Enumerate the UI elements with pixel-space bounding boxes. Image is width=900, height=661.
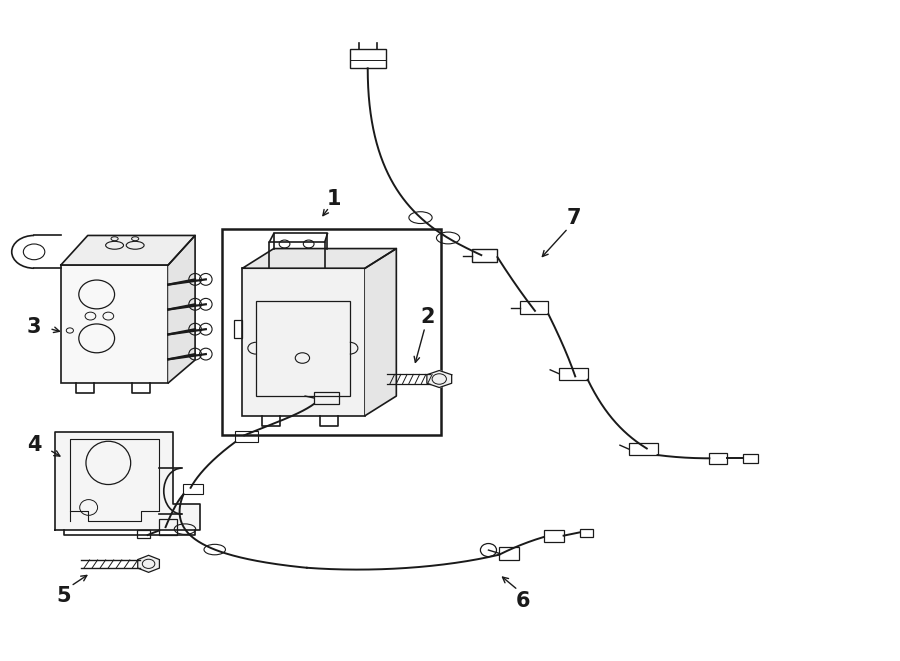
Polygon shape [61,235,195,265]
Bar [559,368,588,379]
Bar [544,529,563,541]
Bar [350,49,385,68]
Polygon shape [242,249,396,268]
Bar [520,301,548,314]
Text: 2: 2 [420,307,435,327]
Bar [222,229,441,436]
Text: 1: 1 [327,190,341,210]
Bar [61,265,168,383]
Bar [184,484,203,494]
Bar [629,444,658,455]
Bar [159,519,177,535]
Bar [256,301,350,396]
Polygon shape [138,555,159,572]
Bar [500,547,519,560]
Polygon shape [55,432,200,530]
Bar [314,392,339,404]
Text: 4: 4 [27,435,41,455]
Bar [233,320,242,338]
Bar [472,249,498,262]
Text: 7: 7 [566,208,580,228]
Bar [137,529,150,537]
Bar [580,529,593,537]
Text: 3: 3 [27,317,41,337]
Bar [709,453,727,463]
Text: 6: 6 [516,591,531,611]
Text: 5: 5 [57,586,71,606]
Polygon shape [427,370,452,387]
Polygon shape [365,249,396,416]
Bar [743,453,758,463]
Bar [235,432,257,442]
Bar [242,268,365,416]
Polygon shape [242,268,365,416]
Polygon shape [168,235,195,383]
